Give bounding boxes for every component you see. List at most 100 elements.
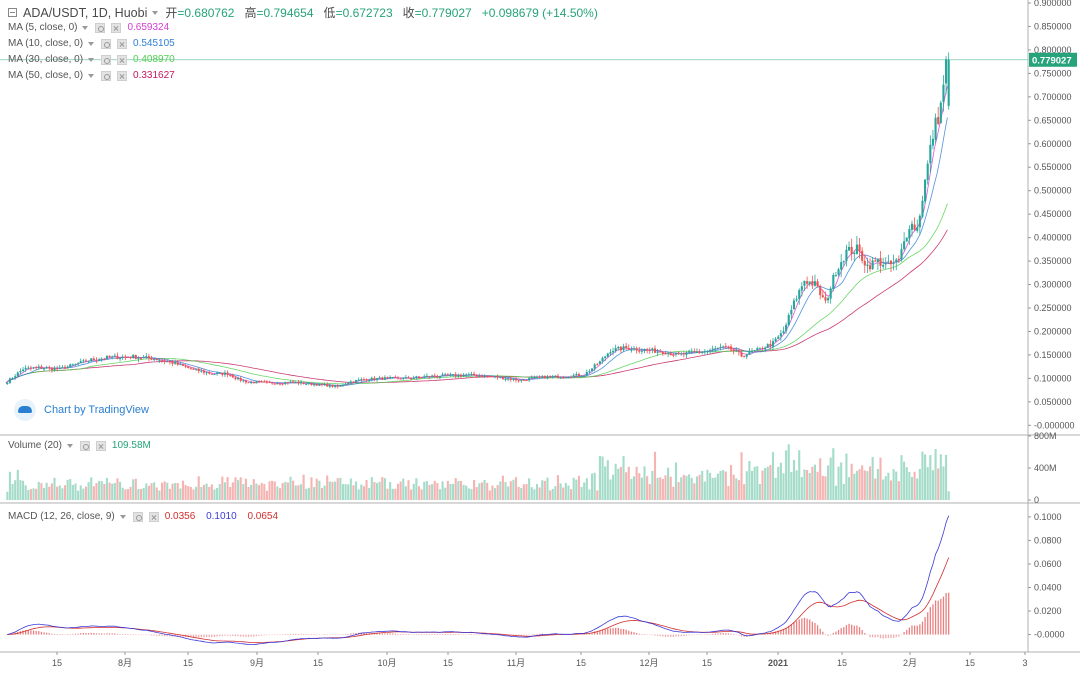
candle bbox=[850, 246, 853, 254]
candle bbox=[874, 260, 877, 262]
volume-bar bbox=[564, 482, 567, 500]
candle bbox=[87, 361, 90, 363]
volume-bar bbox=[709, 472, 712, 500]
macd-histogram-bar bbox=[323, 634, 326, 636]
tradingview-watermark[interactable]: Chart by TradingView bbox=[14, 399, 149, 421]
candle bbox=[56, 368, 59, 370]
volume-bar bbox=[905, 467, 908, 500]
candle bbox=[352, 381, 355, 383]
macd-histogram-bar bbox=[638, 633, 640, 635]
chevron-down-icon[interactable] bbox=[88, 41, 95, 46]
candle bbox=[931, 138, 935, 146]
collapse-icon[interactable] bbox=[8, 8, 17, 17]
candle bbox=[195, 368, 198, 370]
indicator-ma5[interactable]: MA (5, close, 0) 0.659324 bbox=[8, 22, 169, 33]
candle bbox=[528, 378, 531, 381]
settings-icon[interactable] bbox=[101, 70, 112, 81]
macd-histogram-bar bbox=[350, 633, 352, 635]
candle bbox=[499, 377, 502, 379]
settings-icon[interactable] bbox=[132, 511, 143, 522]
candle bbox=[530, 377, 533, 379]
chevron-down-icon[interactable] bbox=[82, 25, 89, 30]
candle bbox=[63, 366, 67, 369]
candle bbox=[517, 380, 520, 382]
candle bbox=[659, 351, 662, 353]
candle bbox=[541, 376, 544, 378]
macd-histogram-bar bbox=[392, 633, 394, 635]
candle bbox=[895, 259, 898, 263]
volume-bar bbox=[19, 480, 22, 500]
candle bbox=[134, 354, 137, 359]
settings-icon[interactable] bbox=[101, 38, 112, 49]
indicator-ma10[interactable]: MA (10, close, 0) 0.545105 bbox=[8, 38, 175, 49]
close-icon[interactable] bbox=[148, 511, 159, 522]
settings-icon[interactable] bbox=[95, 22, 106, 33]
indicator-ma50[interactable]: MA (50, close, 0) 0.331627 bbox=[8, 70, 175, 81]
volume-bar bbox=[847, 477, 851, 500]
candle bbox=[646, 349, 649, 351]
candle bbox=[360, 379, 363, 381]
volume-bar bbox=[604, 466, 607, 500]
indicator-ma30[interactable]: MA (30, close, 0) 0.408970 bbox=[8, 54, 175, 65]
candle bbox=[834, 275, 837, 277]
volume-bar bbox=[743, 484, 746, 500]
macd-line bbox=[7, 515, 950, 646]
candle bbox=[737, 350, 740, 353]
volume-bar bbox=[819, 458, 822, 500]
chevron-down-icon[interactable] bbox=[152, 10, 159, 15]
macd-histogram-bar bbox=[379, 633, 381, 635]
macd-hist-value: 0.0356 bbox=[164, 511, 196, 522]
volume-bar bbox=[16, 469, 19, 500]
chevron-down-icon[interactable] bbox=[119, 514, 126, 519]
close-icon[interactable] bbox=[117, 54, 128, 65]
settings-icon[interactable] bbox=[101, 54, 112, 65]
macd-histogram-bar bbox=[827, 634, 829, 636]
macd-histogram-bar bbox=[625, 629, 627, 635]
chevron-down-icon[interactable] bbox=[88, 57, 95, 62]
candle bbox=[829, 288, 832, 299]
macd-histogram-bar bbox=[837, 629, 840, 635]
volume-bar bbox=[181, 480, 185, 500]
volume-bar bbox=[635, 466, 638, 500]
volume-legend[interactable]: Volume (20) 109.58M bbox=[8, 440, 151, 451]
macd-histogram-bar bbox=[667, 634, 669, 637]
price-axis-label: 0.100000 bbox=[1034, 373, 1072, 383]
macd-histogram-bar bbox=[811, 621, 813, 635]
candle bbox=[803, 280, 806, 286]
macd-histogram-bar bbox=[129, 634, 132, 636]
close-icon[interactable] bbox=[117, 38, 128, 49]
close-icon[interactable] bbox=[117, 70, 128, 81]
volume-bar bbox=[800, 477, 803, 500]
time-axis-label: 15 bbox=[183, 658, 193, 668]
candle bbox=[680, 353, 683, 355]
close-icon[interactable] bbox=[95, 440, 106, 451]
candle bbox=[674, 352, 678, 355]
macd-histogram-bar bbox=[877, 634, 879, 638]
close-icon[interactable] bbox=[111, 22, 122, 33]
volume-bar bbox=[355, 481, 358, 500]
macd-histogram-bar bbox=[688, 634, 690, 636]
settings-icon[interactable] bbox=[79, 440, 90, 451]
volume-bar bbox=[360, 484, 363, 500]
volume-bar bbox=[189, 487, 192, 500]
chevron-down-icon[interactable] bbox=[66, 443, 73, 448]
macd-histogram-bar bbox=[45, 632, 48, 635]
candle bbox=[656, 351, 659, 353]
macd-histogram-bar bbox=[538, 633, 541, 635]
candle bbox=[286, 381, 289, 383]
candle bbox=[868, 265, 872, 270]
macd-histogram-bar bbox=[785, 627, 787, 635]
volume-bar bbox=[6, 491, 9, 500]
volume-bar bbox=[436, 482, 439, 500]
volume-bar bbox=[609, 479, 612, 500]
volume-bar bbox=[496, 485, 499, 500]
volume-bar bbox=[11, 483, 14, 500]
volume-bar bbox=[294, 485, 297, 500]
symbol-title[interactable]: ADA/USDT, 1D, Huobi bbox=[23, 5, 148, 20]
macd-histogram-bar bbox=[814, 622, 816, 635]
chevron-down-icon[interactable] bbox=[88, 73, 95, 78]
macd-legend[interactable]: MACD (12, 26, close, 9) 0.0356 0.1010 0.… bbox=[8, 511, 278, 522]
candle bbox=[121, 356, 124, 358]
macd-histogram-bar bbox=[198, 634, 200, 638]
